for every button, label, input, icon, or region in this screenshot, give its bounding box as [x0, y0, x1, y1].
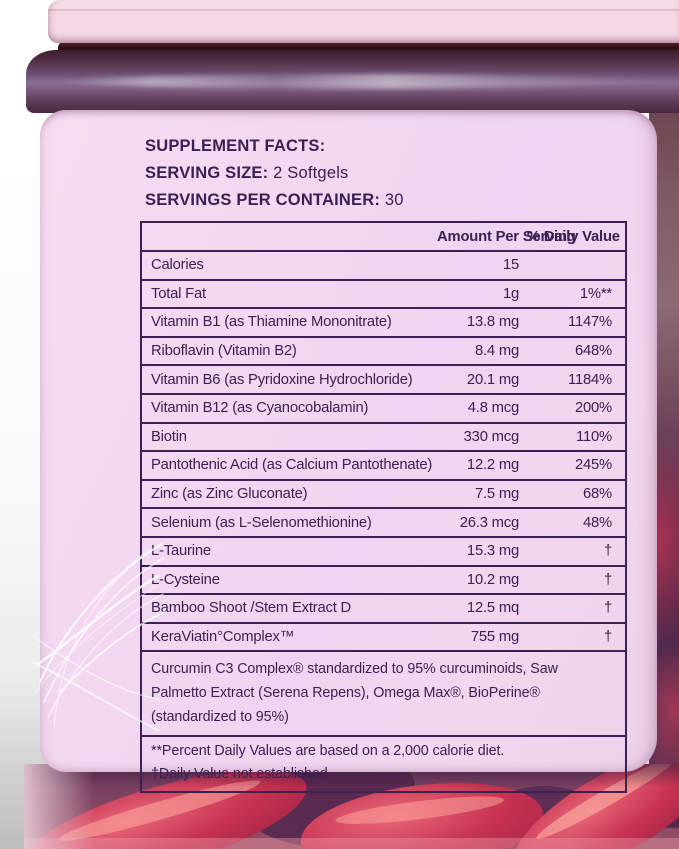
row-nutrient-name: Bamboo Shoot /Stem Extract D: [151, 600, 352, 617]
cap-seam-line: [48, 9, 679, 11]
row-daily-value: 1147%: [568, 314, 612, 331]
table-row: Selenium (as L-Selenomethionine) 26.3 mc…: [142, 507, 625, 536]
label-header: SUPPLEMENT FACTS: SERVING SIZE: 2 Softge…: [145, 133, 404, 214]
facts-table-body: Calories 15 Total Fat 1g 1%** Vitamin B1…: [142, 250, 625, 650]
row-amount: 15: [502, 257, 519, 274]
row-daily-value: 1184%: [568, 371, 612, 388]
table-row: L-Cysteine 10.2 mg †: [142, 564, 625, 594]
row-amount: 755 mg: [470, 629, 519, 646]
row-amount: 26.3 mcg: [459, 514, 519, 531]
row-nutrient-name: Vitamin B1 (as Thiamine Mononitrate): [151, 314, 392, 331]
table-row: KeraViatin°Complex™ 755 mg †: [142, 621, 625, 651]
softgels-photo: [24, 764, 679, 849]
footnote-line: **Percent Daily Values are based on a 2,…: [151, 743, 505, 760]
table-row: Bamboo Shoot /Stem Extract D 12.5 mq †: [142, 593, 625, 622]
footnote-line: †Daily Value not established: [151, 766, 328, 783]
row-nutrient-name: Riboflavin (Vitamin B2): [151, 343, 297, 360]
row-nutrient-name: Total Fat: [151, 285, 206, 302]
row-daily-value: †: [603, 600, 612, 617]
row-nutrient-name: Calories: [151, 257, 204, 274]
table-row: Vitamin B6 (as Pyridoxine Hydrochloride)…: [142, 364, 625, 393]
row-nutrient-name: Vitamin B12 (as Cyanocobalamin): [151, 400, 369, 417]
table-row: Calories 15: [142, 250, 625, 279]
row-amount: 20.1 mg: [466, 371, 519, 388]
row-daily-value: 68%: [582, 486, 612, 503]
facts-table: Amount Per Serving % Daily Value Calorie…: [140, 221, 627, 794]
row-nutrient-name: Pantothenic Acid (as Calcium Pantothenat…: [151, 457, 433, 474]
table-row: Riboflavin (Vitamin B2) 8.4 mg 648%: [142, 335, 625, 365]
table-row: Pantothenic Acid (as Calcium Pantothenat…: [142, 450, 625, 479]
row-amount: 8.4 mg: [474, 343, 519, 360]
servings-per-container-line: SERVINGS PER CONTAINER: 30: [145, 191, 404, 209]
row-amount: 1g: [502, 285, 519, 302]
row-nutrient-name: L-Cysteine: [151, 571, 220, 588]
table-row: Biotin 330 mcg 110%: [142, 421, 625, 451]
row-daily-value: 1%**: [579, 285, 612, 302]
blend-note: Curcumin C3 Complex® standardized to 95%…: [142, 650, 625, 735]
row-amount: 4.8 mcg: [467, 400, 519, 417]
row-amount: 330 mcg: [463, 428, 520, 445]
facts-table-header: Amount Per Serving % Daily Value: [142, 223, 625, 250]
row-amount: 12.2 mg: [466, 457, 519, 474]
row-nutrient-name: Zinc (as Zinc Gluconate): [151, 486, 308, 503]
row-amount: 13.8 mg: [466, 314, 519, 331]
jar-shoulder: [26, 50, 679, 113]
column-amount-per-serving: Amount Per Serving: [437, 228, 576, 245]
serving-size-line: SERVING SIZE: 2 Softgels: [145, 164, 349, 182]
row-nutrient-name: L-Taurine: [151, 543, 211, 560]
row-daily-value: †: [603, 543, 612, 560]
table-row: Zinc (as Zinc Gluconate) 7.5 mg 68%: [142, 478, 625, 508]
table-row: Vitamin B1 (as Thiamine Mononitrate) 13.…: [142, 307, 625, 336]
row-amount: 12.5 mq: [466, 600, 519, 617]
row-daily-value: 110%: [576, 428, 612, 445]
row-daily-value: 200%: [574, 400, 612, 417]
row-daily-value: 48%: [582, 514, 612, 531]
table-row: L-Taurine 15.3 mg †: [142, 535, 625, 565]
supplement-facts-title: SUPPLEMENT FACTS:: [145, 137, 326, 155]
row-nutrient-name: Selenium (as L-Selenomethionine): [151, 514, 372, 531]
row-daily-value: 648%: [574, 343, 612, 360]
label: SUPPLEMENT FACTS: SERVING SIZE: 2 Softge…: [40, 110, 657, 794]
table-row: Total Fat 1g 1%**: [142, 278, 625, 308]
row-nutrient-name: Biotin: [151, 428, 187, 445]
row-amount: 7.5 mg: [474, 486, 519, 503]
footnotes: **Percent Daily Values are based on a 2,…: [142, 735, 625, 791]
column-percent-daily-value: % Daily Value: [527, 228, 620, 245]
table-row: Vitamin B12 (as Cyanocobalamin) 4.8 mcg …: [142, 392, 625, 422]
row-daily-value: †: [603, 571, 612, 588]
row-amount: 15.3 mg: [466, 543, 519, 560]
row-amount: 10.2 mg: [466, 571, 519, 588]
row-nutrient-name: Vitamin B6 (as Pyridoxine Hydrochloride): [151, 371, 413, 388]
row-nutrient-name: KeraViatin°Complex™: [151, 629, 295, 646]
row-daily-value: 245%: [574, 457, 612, 474]
jar-cap: [48, 0, 679, 43]
row-daily-value: †: [603, 629, 612, 646]
